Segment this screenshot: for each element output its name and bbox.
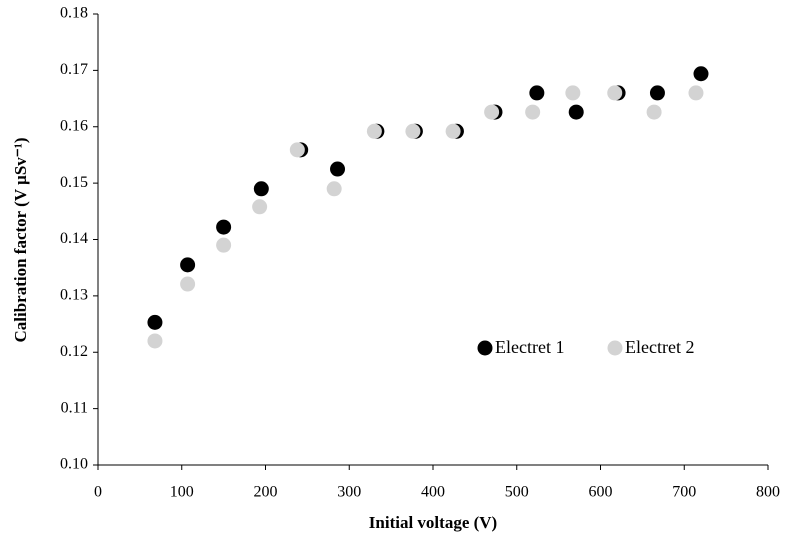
- y-tick-label: 0.16: [60, 117, 88, 134]
- data-point: [565, 85, 581, 101]
- x-tick-label: 500: [505, 484, 529, 501]
- x-tick-label: 600: [589, 484, 613, 501]
- data-point: [253, 181, 269, 197]
- data-point: [216, 237, 232, 253]
- y-tick-label: 0.12: [60, 343, 88, 360]
- x-tick-label: 100: [170, 484, 194, 501]
- data-point: [607, 85, 623, 101]
- legend-label: Electret 1: [495, 337, 564, 357]
- data-point: [180, 257, 196, 273]
- x-tick-label: 0: [94, 484, 102, 501]
- y-tick-label: 0.15: [60, 174, 88, 191]
- data-point: [688, 85, 704, 101]
- data-point: [484, 104, 500, 120]
- y-tick-label: 0.10: [60, 456, 88, 473]
- y-tick-label: 0.18: [60, 5, 88, 22]
- data-point: [147, 314, 163, 330]
- data-point: [693, 66, 709, 82]
- data-point: [568, 104, 584, 120]
- data-point: [405, 123, 421, 139]
- x-tick-label: 300: [337, 484, 361, 501]
- data-point: [147, 333, 163, 349]
- data-point: [180, 276, 196, 292]
- legend-marker: [477, 340, 493, 356]
- data-point: [445, 123, 461, 139]
- data-point: [252, 199, 268, 215]
- y-axis-title: Calibration factor (V µSv⁻¹): [11, 137, 30, 342]
- data-point: [216, 219, 232, 235]
- y-tick-label: 0.17: [60, 61, 88, 78]
- data-point: [525, 104, 541, 120]
- x-axis-title: Initial voltage (V): [369, 513, 497, 532]
- x-tick-label: 800: [756, 484, 780, 501]
- y-tick-label: 0.13: [60, 287, 88, 304]
- x-tick-label: 200: [254, 484, 278, 501]
- x-tick-label: 400: [421, 484, 445, 501]
- x-tick-label: 700: [672, 484, 696, 501]
- y-tick-label: 0.14: [60, 230, 88, 247]
- data-point: [289, 142, 305, 158]
- legend-label: Electret 2: [625, 337, 694, 357]
- data-point: [326, 181, 342, 197]
- legend-marker: [607, 340, 623, 356]
- y-tick-label: 0.11: [61, 399, 88, 416]
- data-point: [330, 161, 346, 177]
- data-point: [646, 104, 662, 120]
- data-point: [529, 85, 545, 101]
- data-point: [649, 85, 665, 101]
- data-point: [366, 123, 382, 139]
